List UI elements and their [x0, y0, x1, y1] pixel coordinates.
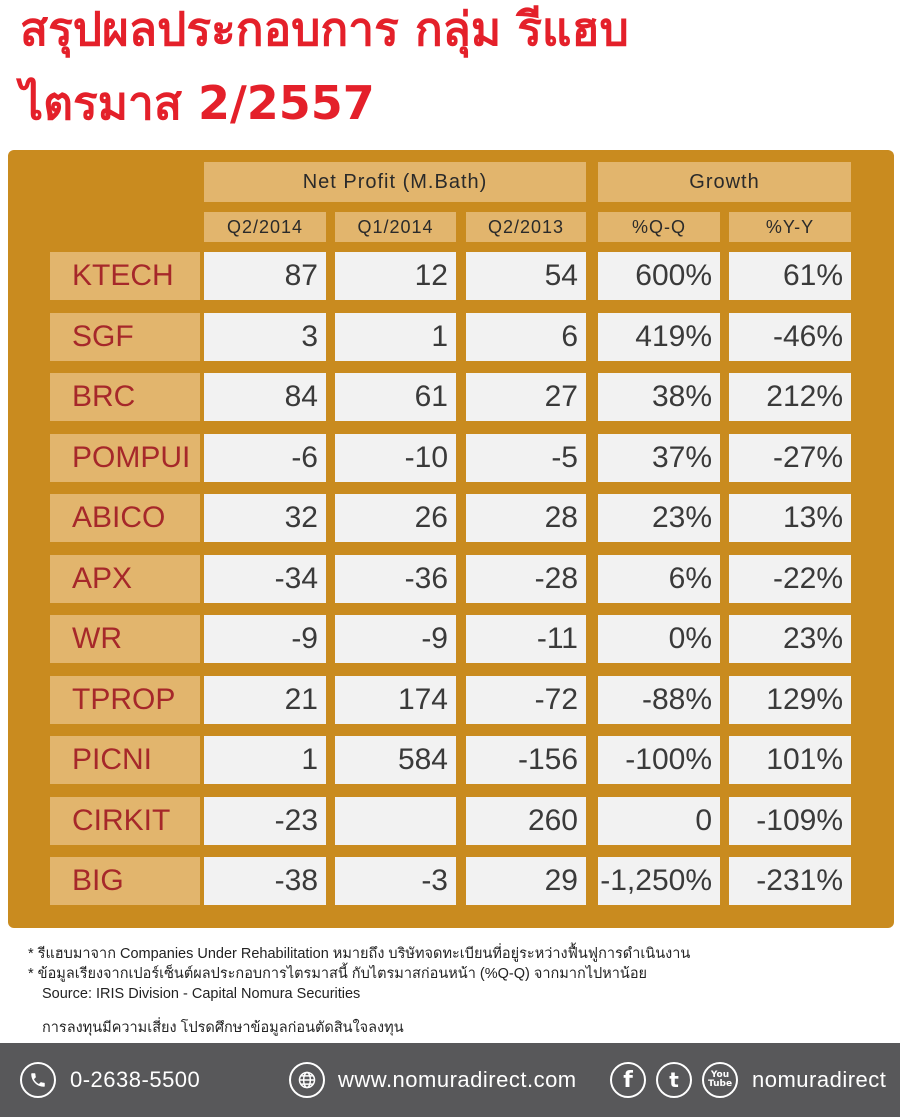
cell-yoy: 23%: [729, 615, 851, 663]
footnote-rehab: * รีแฮบมาจาก Companies Under Rehabilitat…: [28, 946, 691, 962]
facebook-icon[interactable]: f: [610, 1062, 646, 1098]
cell-qoq: -88%: [598, 676, 720, 724]
cell-q1-2014: 61: [335, 373, 456, 421]
cell-q2-2013: 29: [466, 857, 586, 905]
cell-yoy: -109%: [729, 797, 851, 845]
cell-yoy: -22%: [729, 555, 851, 603]
cell-q2-2013: 54: [466, 252, 586, 300]
col-header-q2-2013: Q2/2013: [466, 212, 586, 242]
phone-icon: [20, 1062, 56, 1098]
cell-q1-2014: -10: [335, 434, 456, 482]
cell-qoq: 37%: [598, 434, 720, 482]
company-name: APX: [50, 555, 200, 603]
cell-q1-2014: 1: [335, 313, 456, 361]
cell-yoy: -27%: [729, 434, 851, 482]
page-title: สรุปผลประกอบการ กลุ่ม รีแฮบ: [20, 2, 629, 56]
globe-icon: [289, 1062, 325, 1098]
cell-q2-2014: -6: [204, 434, 326, 482]
contact-footer: 0-2638-5500 www.nomuradirect.com f t You…: [0, 1043, 900, 1117]
source-note: Source: IRIS Division - Capital Nomura S…: [42, 986, 361, 1002]
phone-number[interactable]: 0-2638-5500: [70, 1067, 201, 1092]
cell-q1-2014: 12: [335, 252, 456, 300]
cell-q1-2014: 174: [335, 676, 456, 724]
page-subtitle: ไตรมาส 2/2557: [20, 76, 375, 130]
cell-qoq: 23%: [598, 494, 720, 542]
cell-q2-2014: 32: [204, 494, 326, 542]
company-name: WR: [50, 615, 200, 663]
cell-q1-2014: -3: [335, 857, 456, 905]
col-header-yoy: %Y-Y: [729, 212, 851, 242]
company-name: POMPUI: [50, 434, 200, 482]
cell-yoy: -46%: [729, 313, 851, 361]
cell-q2-2014: 21: [204, 676, 326, 724]
cell-q1-2014: 584: [335, 736, 456, 784]
cell-q2-2014: 87: [204, 252, 326, 300]
company-name: SGF: [50, 313, 200, 361]
cell-qoq: 0%: [598, 615, 720, 663]
twitter-icon[interactable]: t: [656, 1062, 692, 1098]
cell-q2-2014: 1: [204, 736, 326, 784]
cell-qoq: 38%: [598, 373, 720, 421]
cell-q2-2013: 260: [466, 797, 586, 845]
cell-q2-2013: -156: [466, 736, 586, 784]
cell-q2-2013: -5: [466, 434, 586, 482]
net-profit-header: Net Profit (M.Bath): [204, 162, 586, 202]
col-header-q2-2014: Q2/2014: [204, 212, 326, 242]
cell-q2-2014: -34: [204, 555, 326, 603]
cell-q2-2014: 3: [204, 313, 326, 361]
cell-qoq: 6%: [598, 555, 720, 603]
cell-qoq: 419%: [598, 313, 720, 361]
footnotes: * รีแฮบมาจาก Companies Under Rehabilitat…: [28, 944, 690, 1038]
cell-q2-2013: 28: [466, 494, 586, 542]
cell-qoq: -1,250%: [598, 857, 720, 905]
cell-q2-2013: -11: [466, 615, 586, 663]
company-name: ABICO: [50, 494, 200, 542]
cell-qoq: 0: [598, 797, 720, 845]
cell-q1-2014: -9: [335, 615, 456, 663]
cell-yoy: 212%: [729, 373, 851, 421]
cell-yoy: 13%: [729, 494, 851, 542]
cell-yoy: 101%: [729, 736, 851, 784]
col-header-qoq: %Q-Q: [598, 212, 720, 242]
company-name: KTECH: [50, 252, 200, 300]
company-name: PICNI: [50, 736, 200, 784]
cell-q2-2014: 84: [204, 373, 326, 421]
cell-yoy: -231%: [729, 857, 851, 905]
cell-q2-2013: 27: [466, 373, 586, 421]
col-header-q1-2014: Q1/2014: [335, 212, 456, 242]
cell-qoq: -100%: [598, 736, 720, 784]
cell-q2-2014: -23: [204, 797, 326, 845]
cell-yoy: 61%: [729, 252, 851, 300]
footnote-sort: * ข้อมูลเรียงจากเปอร์เซ็นต์ผลประกอบการไต…: [28, 966, 648, 982]
company-name: CIRKIT: [50, 797, 200, 845]
company-name: BIG: [50, 857, 200, 905]
cell-q2-2013: 6: [466, 313, 586, 361]
cell-q2-2013: -72: [466, 676, 586, 724]
cell-q2-2014: -9: [204, 615, 326, 663]
company-name: TPROP: [50, 676, 200, 724]
company-name: BRC: [50, 373, 200, 421]
cell-qoq: 600%: [598, 252, 720, 300]
risk-disclaimer: การลงทุนมีความเสี่ยง โปรดศึกษาข้อมูลก่อน…: [42, 1020, 404, 1036]
cell-q1-2014: [335, 797, 456, 845]
cell-q2-2014: -38: [204, 857, 326, 905]
cell-q1-2014: 26: [335, 494, 456, 542]
cell-q2-2013: -28: [466, 555, 586, 603]
cell-yoy: 129%: [729, 676, 851, 724]
social-handle[interactable]: nomuradirect: [752, 1067, 887, 1092]
youtube-icon[interactable]: You Tube: [702, 1062, 738, 1098]
cell-q1-2014: -36: [335, 555, 456, 603]
results-table-panel: Net Profit (M.Bath) Growth Q2/2014 Q1/20…: [8, 150, 894, 928]
website-link[interactable]: www.nomuradirect.com: [338, 1067, 577, 1092]
growth-header: Growth: [598, 162, 851, 202]
